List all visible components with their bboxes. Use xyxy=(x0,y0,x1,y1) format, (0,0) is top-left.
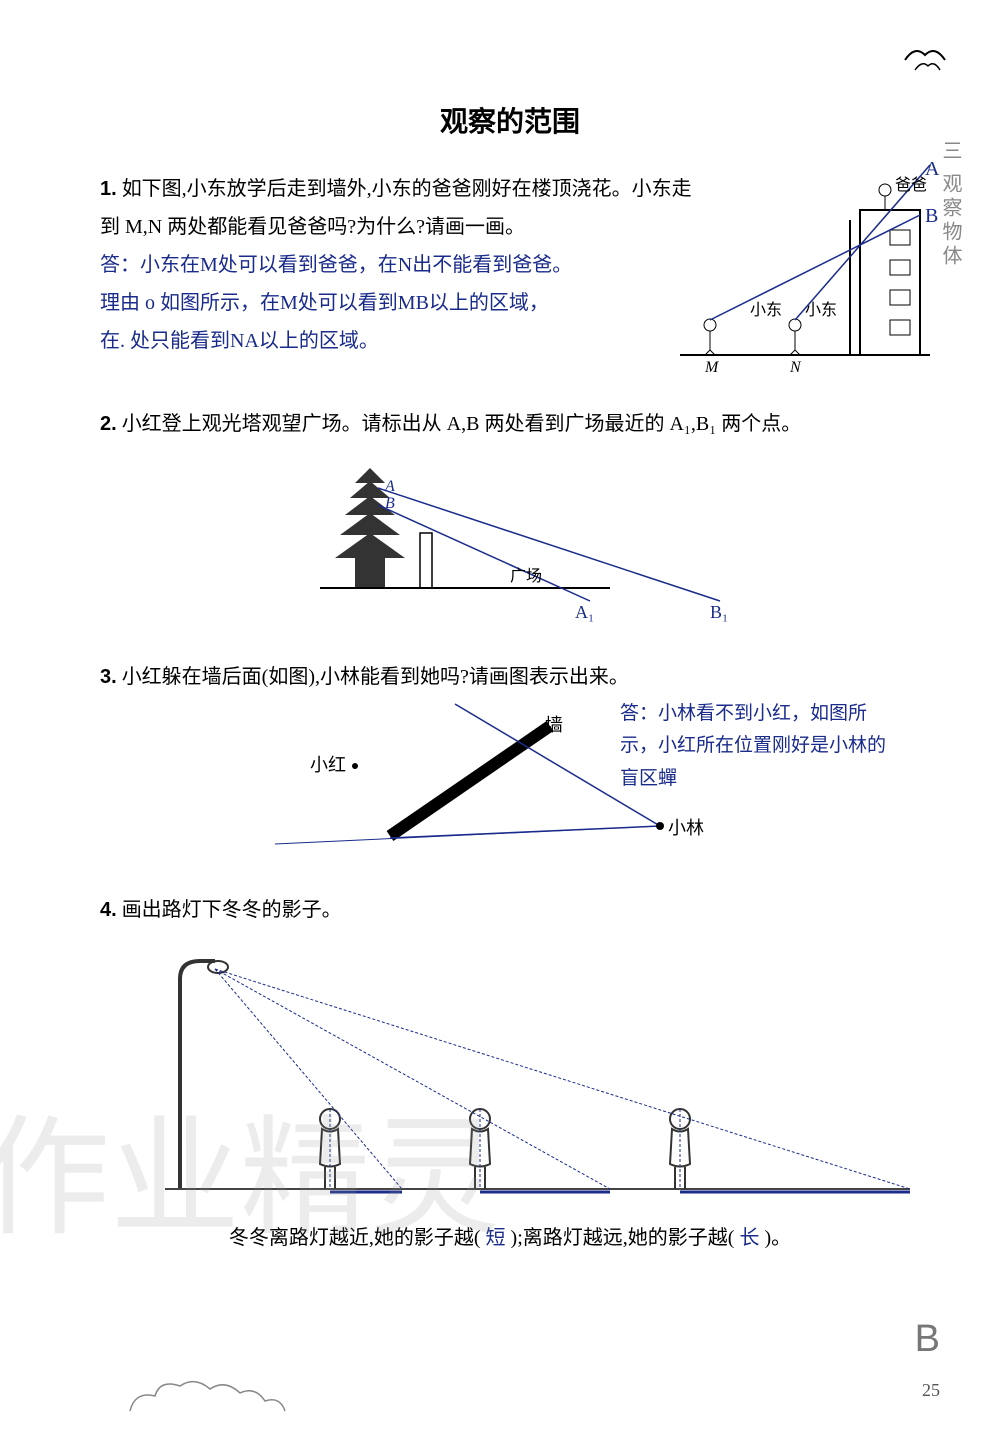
question-2: 2. 小红登上观光塔观望广场。请标出从 A,B 两处看到广场最近的 A₁,B₁ … xyxy=(100,405,920,623)
svg-text:小林: 小林 xyxy=(668,818,704,838)
svg-text:墙: 墙 xyxy=(545,715,563,735)
q3-answer: 答：小林看不到小红，如图所示，小红所在位置刚好是小林的盲区蟬 xyxy=(620,698,900,795)
q4-mid: );离路灯越远,她的影子越( xyxy=(506,1227,740,1249)
svg-text:A: A xyxy=(384,478,395,495)
q2-number: 2. xyxy=(100,413,117,435)
svg-text:小东: 小东 xyxy=(750,301,782,319)
page-number: 25 xyxy=(922,1380,940,1401)
question-4: 4. 画出路灯下冬冬的影子。 xyxy=(100,891,920,1257)
page-title: 观察的范围 xyxy=(100,100,920,140)
svg-text:B₁: B₁ xyxy=(710,602,728,622)
q2-diagram: A B 广场 A₁ B₁ xyxy=(260,453,760,623)
svg-text:M: M xyxy=(704,359,720,376)
svg-text:A: A xyxy=(925,160,940,180)
bird-decoration xyxy=(900,40,950,90)
svg-text:小东: 小东 xyxy=(805,301,837,319)
svg-text:广场: 广场 xyxy=(510,567,542,585)
svg-text:B: B xyxy=(385,495,395,512)
svg-text:爸爸: 爸爸 xyxy=(895,176,927,194)
page-mark: B xyxy=(915,1318,940,1361)
q2-text: 小红登上观光塔观望广场。请标出从 A,B 两处看到广场最近的 A₁,B₁ 两个点… xyxy=(122,413,802,435)
q4-conclusion: 冬冬离路灯越近,她的影子越( 短 );离路灯越远,她的影子越( 长 )。 xyxy=(100,1219,920,1257)
svg-text:小红: 小红 xyxy=(310,755,346,775)
svg-text:N: N xyxy=(789,359,802,376)
q3-number: 3. xyxy=(100,666,117,688)
svg-text:B: B xyxy=(925,205,938,227)
q4-text: 画出路灯下冬冬的影子。 xyxy=(122,899,342,921)
q1-answer-1: 答：小东在M处可以看到爸爸，在N出不能看到爸爸。 xyxy=(100,246,700,284)
question-3: 3. 小红躲在墙后面(如图),小林能看到她吗?请画图表示出来。 答：小林看不到小… xyxy=(100,658,920,856)
q4-answer2: 长 xyxy=(739,1227,759,1249)
cloud-decoration xyxy=(120,1371,320,1421)
q1-text: 如下图,小东放学后走到墙外,小东的爸爸刚好在楼顶浇花。小东走到 M,N 两处都能… xyxy=(100,178,692,238)
q3-text: 小红躲在墙后面(如图),小林能看到她吗?请画图表示出来。 xyxy=(122,666,629,688)
q4-suffix: )。 xyxy=(759,1227,791,1249)
q4-prefix: 冬冬离路灯越近,她的影子越( xyxy=(229,1227,486,1249)
q4-answer1: 短 xyxy=(486,1227,506,1249)
q4-diagram xyxy=(100,949,920,1209)
question-1: 1. 如下图,小东放学后走到墙外,小东的爸爸刚好在楼顶浇花。小东走到 M,N 两… xyxy=(100,170,920,370)
q1-answer-2: 理由 o 如图所示，在M处可以看到MB以上的区域， xyxy=(100,284,700,322)
q1-diagram: A B 爸爸 小东 小东 M N xyxy=(650,160,950,380)
q1-answer-3: 在. 处只能看到NA以上的区域。 xyxy=(100,322,700,360)
q4-number: 4. xyxy=(100,899,117,921)
svg-text:A₁: A₁ xyxy=(575,602,594,622)
q1-number: 1. xyxy=(100,178,117,200)
